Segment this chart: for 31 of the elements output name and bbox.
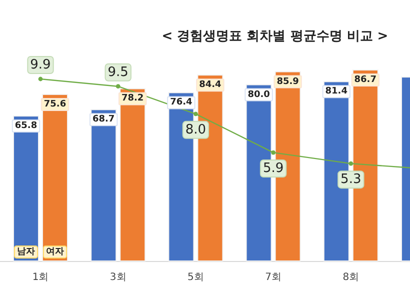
data-label: 9.5 [108, 64, 128, 80]
point [348, 161, 354, 166]
point [116, 84, 120, 89]
data-label: 9.9 [30, 58, 51, 72]
data-label: 86.7 [354, 75, 377, 85]
point [194, 112, 198, 116]
data-label: 78.2 [121, 94, 144, 104]
data-label: 5.9 [262, 161, 284, 176]
series-label: 여자 [46, 247, 64, 257]
x-tick-label: 1회 [32, 272, 49, 283]
data-label: 80.0 [248, 90, 270, 100]
data-label: 65.8 [14, 121, 38, 132]
point [271, 150, 276, 155]
data-label: 75.6 [44, 99, 66, 110]
legend: 남자 여자 [14, 246, 67, 258]
data-label: 81.4 [325, 86, 348, 97]
x-tick-label: 7회 [265, 272, 282, 283]
point [38, 76, 43, 82]
data-label: 5.3 [340, 172, 362, 188]
x-tick-label: 8회 [342, 272, 360, 283]
data-label: 84.4 [199, 80, 222, 90]
data-label: 68.7 [92, 114, 115, 125]
series-label: 남자 [17, 247, 35, 257]
x-tick-label: 5회 [188, 272, 204, 283]
chart-title: < 경험생명표 회차별 평균수명 비교 > [162, 29, 388, 44]
x-tick-label: 3회 [110, 272, 126, 283]
bar [90, 109, 117, 262]
data-label: 85.9 [276, 76, 299, 87]
data-label: 76.4 [170, 98, 192, 108]
bar [120, 88, 146, 262]
data-label: 8.0 [185, 122, 206, 138]
